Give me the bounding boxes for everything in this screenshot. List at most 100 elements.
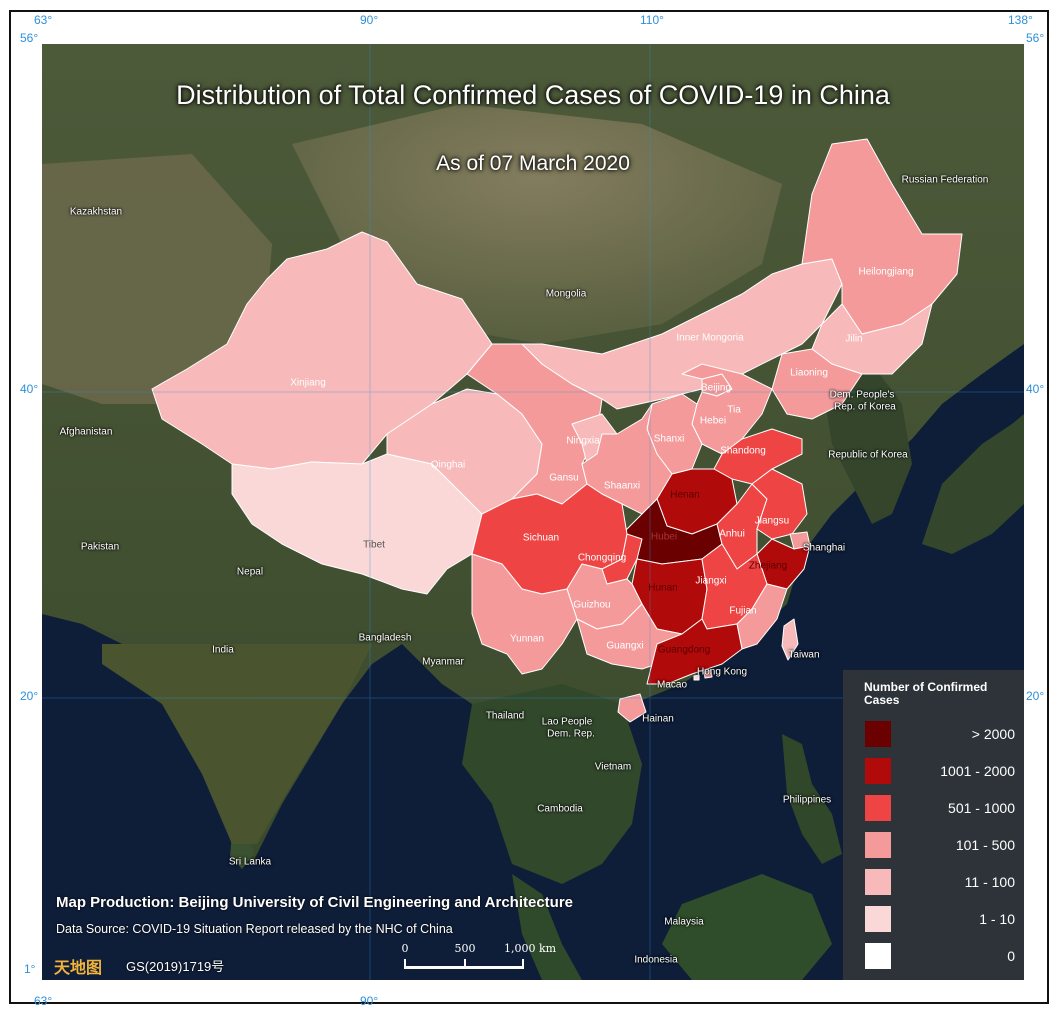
legend-item: 1001 - 2000 [865,758,1015,784]
legend-item: 11 - 100 [865,869,1015,895]
label-qinghai: Qinghai [430,459,466,471]
province-macao[interactable] [693,674,700,681]
label-kazakhstan: Kazakhstan [69,206,123,218]
label-lao-dem-rep: Dem. Rep. [547,728,595,740]
scale-tick-1000 [522,959,524,969]
label-vietnam: Vietnam [594,761,632,773]
legend-item: 1 - 10 [865,906,1015,932]
label-south-korea: Republic of Korea [828,449,908,461]
province-taiwan[interactable] [781,618,799,661]
legend-swatch [865,832,891,858]
label-sichuan: Sichuan [522,532,560,544]
legend-label: 501 - 1000 [948,800,1015,816]
legend-swatch [865,721,891,747]
legend-swatch [865,795,891,821]
label-russian-federation: Russian Federation [901,174,989,186]
lon-label-top-63: 63° [34,13,53,27]
province-hong-kong[interactable] [703,669,713,679]
map-subtitle: As of 07 March 2020 [436,152,630,175]
legend-swatch [865,869,891,895]
label-guangdong: Guangdong [657,644,711,656]
label-heilongjiang: Heilongjiang [858,266,914,278]
label-hubei: Hubei [650,531,678,543]
lat-label-right-40: 40° [1026,382,1045,396]
label-shanghai: Shanghai [802,542,846,554]
landmass-japan [922,414,1024,554]
legend-label: 11 - 100 [964,874,1015,890]
scale-bar: 0 500 1,000 km [401,940,556,980]
label-zhejiang: Zhejiang [748,560,788,572]
legend-item: 0 [865,943,1015,969]
data-source-credit: Data Source: COVID-19 Situation Report r… [56,922,453,936]
label-north-korea-1: Dem. People's [829,389,895,401]
label-cambodia: Cambodia [537,803,583,815]
landmass-malay-peninsula [512,874,582,980]
lat-label-right-20: 20° [1026,689,1045,703]
label-xinjiang: Xinjiang [290,377,326,389]
label-indonesia: Indonesia [634,954,678,966]
label-shanxi: Shanxi [653,433,685,445]
label-taiwan: Taiwan [788,649,820,661]
legend-item: 101 - 500 [865,832,1015,858]
map-frame [9,10,1049,1004]
label-hunan: Hunan [648,582,678,594]
legend-item: 501 - 1000 [865,795,1015,821]
lon-label-top-110: 110° [640,13,664,27]
province-jilin[interactable] [811,303,933,375]
province-fujian[interactable] [736,583,788,650]
landmass-indochina [462,684,642,884]
lon-label-bottom-90: 90° [360,994,379,1008]
landmass-korea [822,364,912,524]
lat-label-right-56: 56° [1026,31,1045,45]
label-sri-lanka: Sri Lanka [228,856,272,868]
lat-label-left-40: 40° [20,382,39,396]
legend-swatch [865,758,891,784]
legend-label: 101 - 500 [955,837,1015,853]
label-pakistan: Pakistan [80,541,120,553]
label-yunnan: Yunnan [510,633,544,645]
label-fujian: Fujian [729,605,757,617]
label-macao: Macao [656,679,688,691]
legend-item: > 2000 [865,721,1015,747]
label-shandong: Shandong [720,445,766,457]
landmass-indian-peninsula [102,644,372,844]
label-hainan: Hainan [642,713,674,725]
label-bangladesh: Bangladesh [358,632,412,644]
province-tibet[interactable] [231,453,483,595]
label-india: India [212,644,234,656]
label-tianjin: Tia [727,404,741,416]
label-guangxi: Guangxi [606,640,644,652]
label-hebei: Hebei [699,415,727,427]
label-gansu: Gansu [549,472,579,484]
graticule [42,44,1024,980]
lon-label-top-90: 90° [360,13,379,27]
label-anhui: Anhui [719,528,745,540]
label-thailand: Thailand [485,710,525,722]
province-inner-mongolia[interactable] [491,258,843,410]
label-inner-mongolia: Inner Mongoria [676,332,744,344]
scale-tick-500 [464,959,466,969]
scale-bar-line [404,966,524,969]
label-malaysia: Malaysia [664,916,704,928]
legend-label: > 2000 [971,726,1015,742]
lon-label-top-138: 138° [1008,13,1033,27]
landmass-borneo [662,874,832,980]
province-liaoning[interactable] [771,348,863,420]
label-north-korea-2: Rep. of Korea [834,401,896,413]
province-hainan[interactable] [617,693,647,723]
scale-label-0: 0 [401,942,409,955]
label-lao-people: Lao People [541,716,593,728]
label-jiangsu: Jiangsu [754,515,790,527]
landmass-philippines [782,734,842,864]
label-mongolia: Mongolia [545,288,587,300]
label-hong-kong: Hong Kong [696,666,748,678]
province-yunnan[interactable] [471,553,578,675]
legend: Number of Confirmed Cases > 2000 1001 - 2… [843,670,1024,980]
province-guangdong[interactable] [646,618,743,685]
label-ningxia: Ningxia [566,435,600,447]
label-chongqing: Chongqing [577,552,627,564]
province-heilongjiang[interactable] [801,138,963,335]
map-title: Distribution of Total Confirmed Cases of… [176,80,890,110]
map-canvas[interactable]: Distribution of Total Confirmed Cases of… [42,44,1024,980]
landmass-central-asia [42,154,272,404]
